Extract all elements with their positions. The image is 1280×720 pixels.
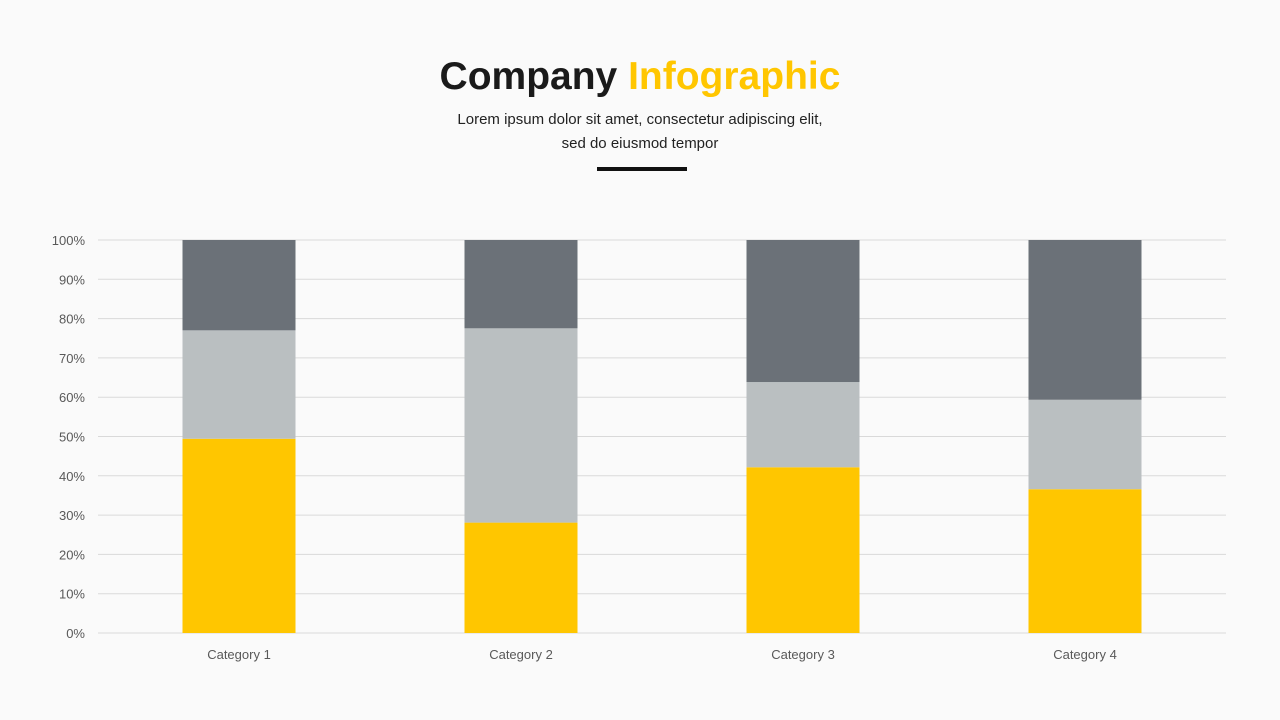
y-tick-label: 90% [59,272,85,287]
y-tick-label: 20% [59,547,85,562]
bar-segment-2 [1028,399,1142,490]
subtitle-line-2: sed do eiusmod tempor [561,135,719,152]
title-underline [597,167,687,171]
x-tick-label: Category 4 [1053,647,1117,662]
bar-segment-2 [464,328,578,523]
x-tick-label: Category 1 [207,647,271,662]
bar-segment-2 [182,330,296,439]
y-tick-label: 60% [59,390,85,405]
bar-segment-1 [182,438,296,633]
y-tick-label: 100% [52,233,86,248]
title-main: Company [439,55,618,98]
bar-segment-1 [1028,489,1142,633]
page-title: Company Infographic [0,55,1280,99]
title-accent: Infographic [628,55,841,98]
bar-segment-3 [182,240,296,331]
y-tick-label: 50% [59,430,85,445]
bar-segment-3 [746,240,860,383]
subtitle: Lorem ipsum dolor sit amet, consectetur … [0,108,1280,156]
y-tick-label: 40% [59,469,85,484]
bar-segment-1 [746,467,860,633]
y-tick-label: 70% [59,351,85,366]
bar-segment-2 [746,382,860,468]
x-tick-label: Category 3 [771,647,835,662]
y-tick-label: 80% [59,312,85,327]
bar-segment-3 [464,240,578,329]
y-tick-label: 30% [59,508,85,523]
bar-segment-3 [1028,240,1142,400]
y-tick-label: 10% [59,587,85,602]
x-tick-label: Category 2 [489,647,553,662]
y-tick-label: 0% [66,626,85,641]
bar-segment-1 [464,522,578,633]
subtitle-line-1: Lorem ipsum dolor sit amet, consectetur … [457,111,823,128]
